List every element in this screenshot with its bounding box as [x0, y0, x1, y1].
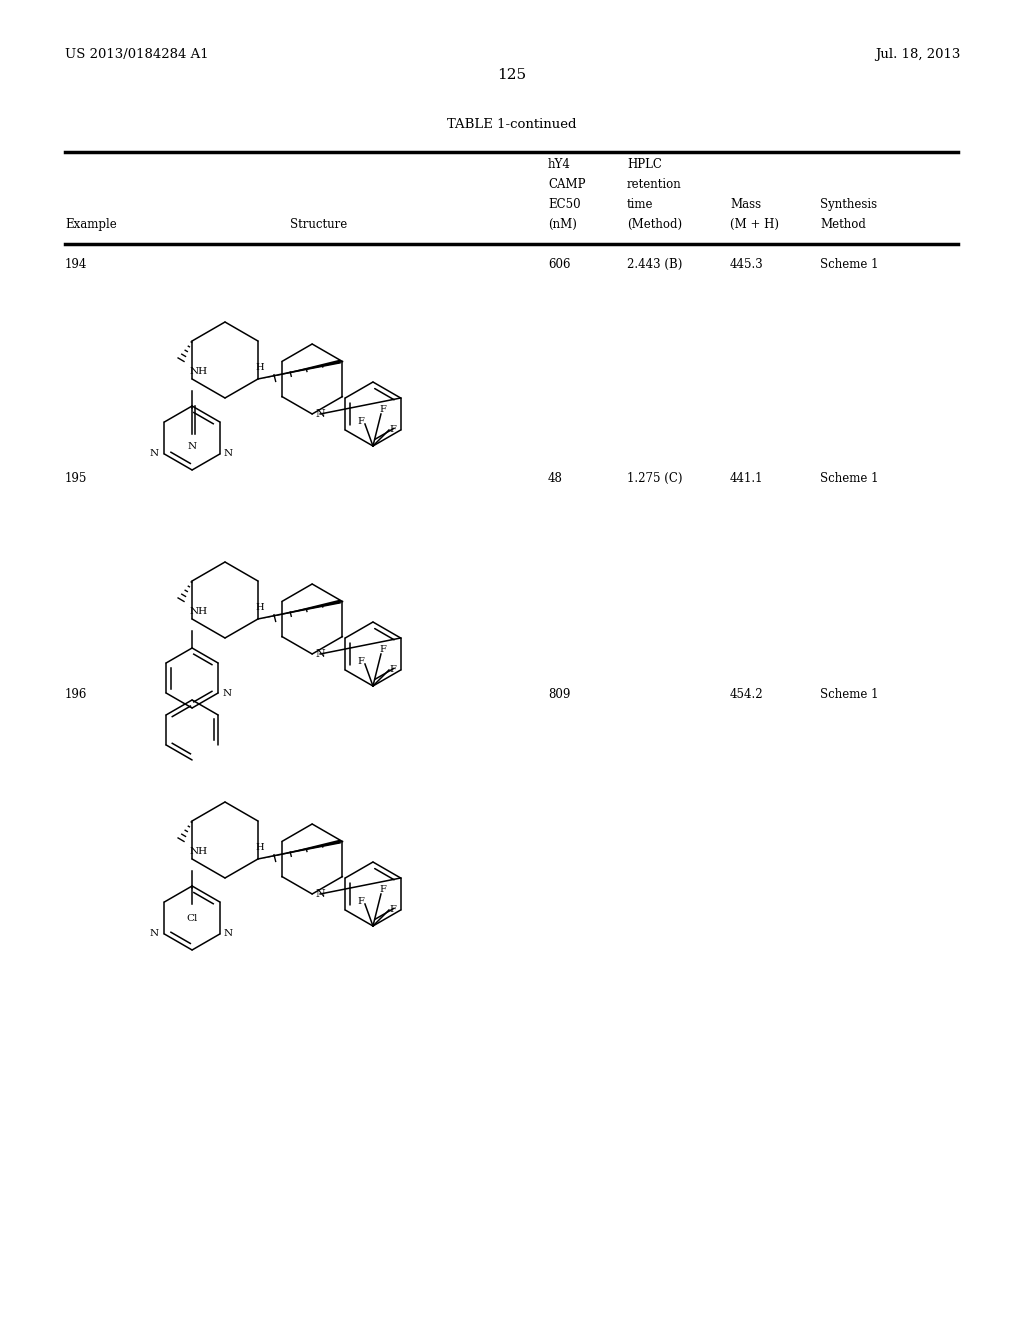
Text: Structure: Structure	[290, 218, 347, 231]
Text: F: F	[389, 906, 396, 915]
Text: (M + H): (M + H)	[730, 218, 779, 231]
Text: N: N	[315, 888, 325, 899]
Text: NH: NH	[189, 367, 207, 375]
Text: N: N	[150, 929, 159, 939]
Text: US 2013/0184284 A1: US 2013/0184284 A1	[65, 48, 209, 61]
Polygon shape	[261, 359, 341, 379]
Text: N: N	[224, 450, 232, 458]
Text: Scheme 1: Scheme 1	[820, 473, 879, 484]
Text: Example: Example	[65, 218, 117, 231]
Text: F: F	[380, 405, 386, 414]
Text: N: N	[150, 450, 159, 458]
Text: NH: NH	[189, 606, 207, 615]
Text: (nM): (nM)	[548, 218, 577, 231]
Text: F: F	[357, 417, 365, 426]
Text: 454.2: 454.2	[730, 688, 764, 701]
Text: retention: retention	[627, 178, 682, 191]
Text: 2.443 (B): 2.443 (B)	[627, 257, 682, 271]
Text: F: F	[380, 886, 386, 895]
Text: time: time	[627, 198, 653, 211]
Polygon shape	[261, 840, 341, 859]
Text: 125: 125	[498, 69, 526, 82]
Text: N: N	[222, 689, 231, 697]
Text: Synthesis: Synthesis	[820, 198, 878, 211]
Text: N: N	[315, 649, 325, 659]
Text: 1.275 (C): 1.275 (C)	[627, 473, 683, 484]
Text: H: H	[256, 602, 264, 611]
Text: 48: 48	[548, 473, 563, 484]
Text: Mass: Mass	[730, 198, 761, 211]
Text: CAMP: CAMP	[548, 178, 586, 191]
Text: F: F	[357, 898, 365, 907]
Text: F: F	[389, 425, 396, 434]
Text: Jul. 18, 2013: Jul. 18, 2013	[874, 48, 961, 61]
Text: (Method): (Method)	[627, 218, 682, 231]
Text: 445.3: 445.3	[730, 257, 764, 271]
Text: Scheme 1: Scheme 1	[820, 257, 879, 271]
Text: N: N	[187, 442, 197, 451]
Text: NH: NH	[189, 846, 207, 855]
Text: HPLC: HPLC	[627, 158, 662, 172]
Text: 441.1: 441.1	[730, 473, 764, 484]
Text: 606: 606	[548, 257, 570, 271]
Text: hY4: hY4	[548, 158, 570, 172]
Text: F: F	[389, 665, 396, 675]
Text: 196: 196	[65, 688, 87, 701]
Text: Method: Method	[820, 218, 866, 231]
Text: Cl: Cl	[186, 913, 198, 923]
Text: 194: 194	[65, 257, 87, 271]
Text: N: N	[224, 929, 232, 939]
Text: EC50: EC50	[548, 198, 581, 211]
Text: Scheme 1: Scheme 1	[820, 688, 879, 701]
Text: 195: 195	[65, 473, 87, 484]
Text: TABLE 1-continued: TABLE 1-continued	[447, 117, 577, 131]
Text: F: F	[380, 645, 386, 655]
Text: N: N	[315, 409, 325, 418]
Text: H: H	[256, 842, 264, 851]
Text: H: H	[256, 363, 264, 371]
Text: 809: 809	[548, 688, 570, 701]
Polygon shape	[261, 599, 341, 619]
Text: F: F	[357, 657, 365, 667]
